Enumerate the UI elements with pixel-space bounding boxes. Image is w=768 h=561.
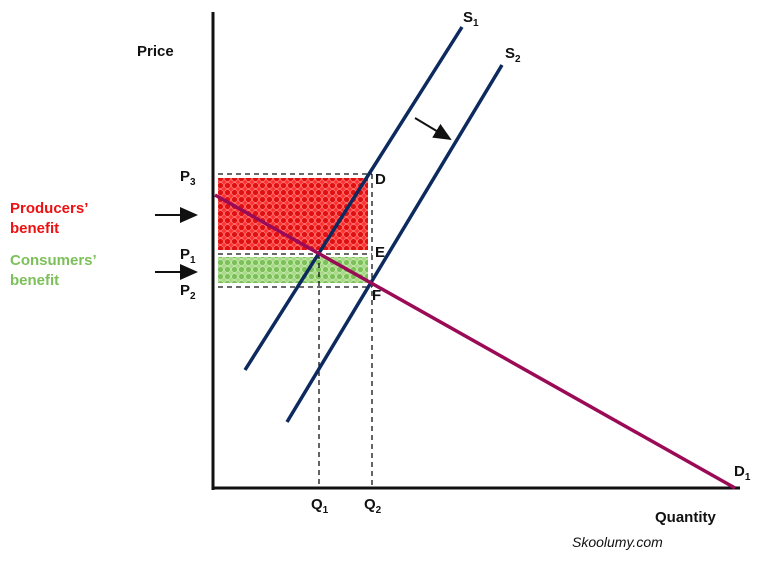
label-main: P — [180, 168, 190, 185]
s1-label: S1 — [463, 9, 479, 29]
p2-label: P2 — [180, 282, 196, 302]
label-main: Q — [311, 496, 323, 513]
d1-label: D1 — [734, 463, 751, 483]
p3-label: P3 — [180, 168, 196, 188]
label-main: Q — [364, 496, 376, 513]
y-axis-label: Price — [137, 43, 174, 60]
x-axis-label: Quantity — [655, 509, 716, 526]
label-sub: 1 — [745, 472, 751, 483]
consumers-label: benefit — [10, 272, 59, 289]
consumers-label: Consumers’ — [10, 252, 97, 269]
label-main: S — [505, 45, 515, 62]
label-main: P — [180, 282, 190, 299]
point-label: D — [375, 171, 386, 188]
demand-curve — [214, 193, 736, 490]
label-main: S — [463, 9, 473, 26]
label-main: D — [734, 463, 745, 480]
label-sub: 2 — [376, 505, 382, 516]
producers-label: Producers’ — [10, 200, 88, 217]
supply-curve-2 — [285, 64, 504, 423]
label-main: P — [180, 246, 190, 263]
q2-label: Q2 — [364, 496, 382, 516]
label-sub: 2 — [515, 54, 521, 65]
q1-label: Q1 — [311, 496, 329, 516]
label-sub: 1 — [323, 505, 329, 516]
footer: Skoolumy.com — [572, 534, 663, 550]
label-sub: 2 — [190, 291, 196, 302]
label-sub: 1 — [190, 255, 196, 266]
supply-curve-1 — [243, 26, 464, 371]
p1-label: P1 — [180, 246, 196, 266]
label-sub: 1 — [473, 18, 479, 29]
producers-label: benefit — [10, 220, 59, 237]
point-label: E — [375, 244, 385, 261]
shift-arrow — [414, 117, 452, 141]
s2-label: S2 — [505, 45, 521, 65]
label-sub: 3 — [190, 177, 196, 188]
point-label: F — [372, 287, 381, 304]
consumer-area — [218, 257, 368, 283]
